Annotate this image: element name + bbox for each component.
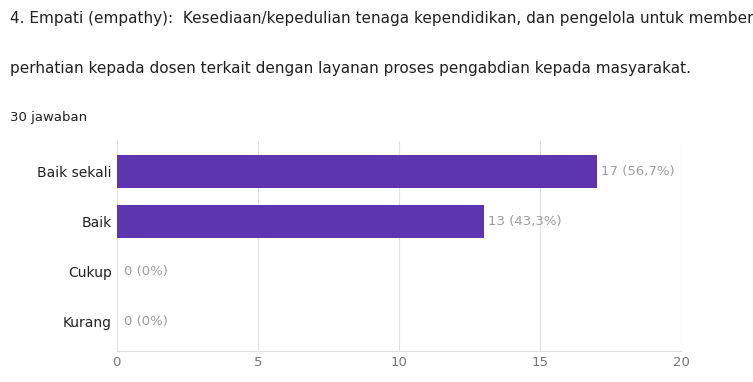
Text: 4. Empati (empathy):  Kesediaan/kepedulian tenaga kependidikan, dan pengelola un: 4. Empati (empathy): Kesediaan/kepedulia… [10, 11, 753, 26]
Text: 30 jawaban: 30 jawaban [10, 111, 87, 124]
Text: 17 (56,7%): 17 (56,7%) [601, 165, 675, 178]
Bar [117, 155, 596, 188]
Text: 0 (0%): 0 (0%) [123, 265, 168, 278]
Text: 0 (0%): 0 (0%) [123, 315, 168, 328]
Text: perhatian kepada dosen terkait dengan layanan proses pengabdian kepada masyaraka: perhatian kepada dosen terkait dengan la… [10, 61, 691, 76]
Text: 13 (43,3%): 13 (43,3%) [488, 215, 562, 228]
Bar [117, 205, 483, 238]
